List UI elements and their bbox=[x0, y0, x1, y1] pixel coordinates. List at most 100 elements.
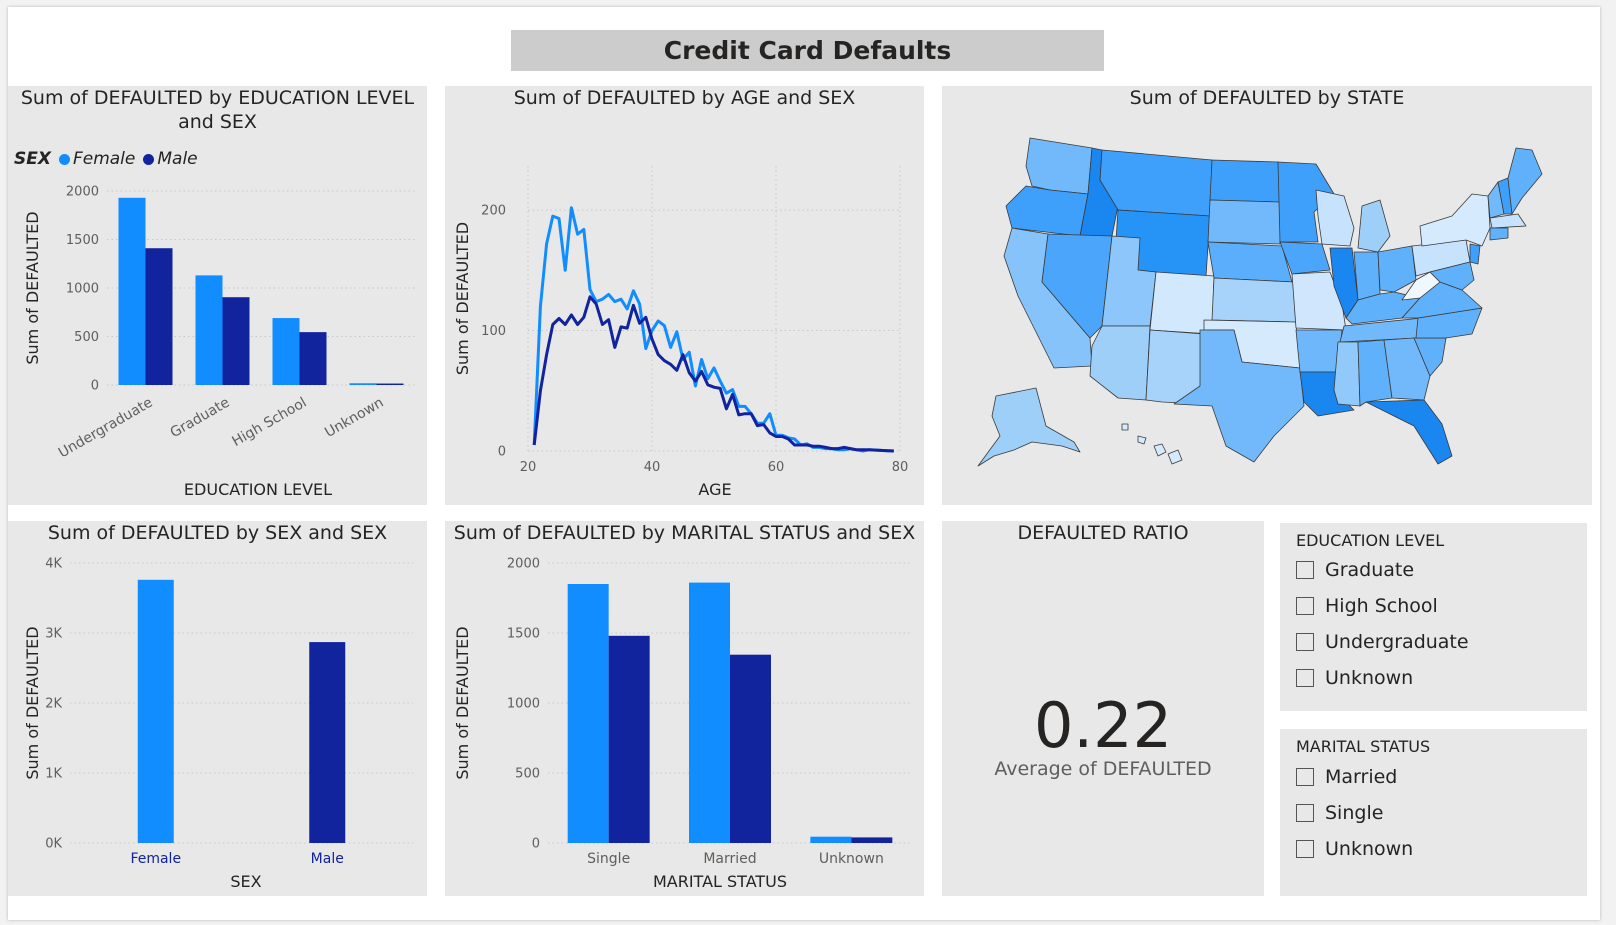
edu-bar-female[interactable] bbox=[195, 275, 223, 385]
edu-bar-male[interactable] bbox=[145, 248, 173, 385]
map-state-in bbox=[1353, 251, 1381, 301]
option-label: Graduate bbox=[1325, 559, 1415, 581]
option-label: Unknown bbox=[1325, 838, 1414, 860]
age-x-tick-label: 20 bbox=[520, 460, 537, 475]
us-states-map bbox=[977, 137, 1543, 467]
marital-bar-female[interactable] bbox=[567, 584, 609, 843]
legend-item-male[interactable]: Male bbox=[143, 149, 198, 169]
map-state-nj bbox=[1469, 243, 1481, 265]
marital-bar-male[interactable] bbox=[730, 654, 771, 843]
checkbox[interactable] bbox=[1296, 561, 1314, 579]
age-chart-panel[interactable]: Sum of DEFAULTED by AGE and SEX 0 100 200 2… bbox=[445, 86, 924, 505]
map-state-hi-3 bbox=[1153, 443, 1167, 457]
marital-y-tick-label: 1000 bbox=[507, 697, 540, 712]
edu-bar-female[interactable] bbox=[272, 318, 300, 385]
map-state-sd bbox=[1207, 199, 1281, 245]
marital-x-axis-title: MARITAL STATUS bbox=[653, 872, 787, 891]
map-state-az bbox=[1089, 325, 1151, 401]
map-state-hi bbox=[1121, 423, 1129, 431]
kpi-card[interactable]: DEFAULTED RATIO 0.22 Average of DEFAULTE… bbox=[942, 521, 1264, 896]
map-state-md bbox=[1429, 261, 1475, 291]
age-x-axis-title: AGE bbox=[698, 480, 731, 499]
map-state-al bbox=[1357, 339, 1393, 407]
education-option-graduate[interactable]: Graduate bbox=[1296, 559, 1414, 581]
age-line-chart: 0 100 200 20 40 60 80 Sum of DEFAULTED AGE bbox=[453, 166, 908, 499]
age-x-tick-label: 40 bbox=[644, 460, 661, 475]
kpi-value: 0.22 bbox=[1033, 689, 1173, 762]
sex-x-tick-label: Female bbox=[130, 851, 181, 867]
kpi-label: Average of DEFAULTED bbox=[994, 758, 1212, 780]
checkbox[interactable] bbox=[1296, 669, 1314, 687]
legend-item-female[interactable]: Female bbox=[58, 149, 135, 169]
checkbox[interactable] bbox=[1296, 633, 1314, 651]
marital-bar-chart: 0 500 1000 1500 2000 Sum of DEFAULTED Single Ma… bbox=[453, 557, 912, 891]
map-state-ct bbox=[1489, 227, 1509, 241]
legend-dot-female bbox=[58, 153, 70, 165]
education-option-high-school[interactable]: High School bbox=[1296, 595, 1438, 617]
marital-bar-female[interactable] bbox=[689, 582, 730, 843]
marital-bar-male[interactable] bbox=[851, 837, 893, 843]
map-state-wi bbox=[1315, 189, 1355, 247]
map-state-ma bbox=[1489, 213, 1527, 229]
age-line-female[interactable] bbox=[532, 206, 894, 453]
state-map-title: Sum of DEFAULTED by STATE bbox=[1129, 87, 1405, 109]
edu-bar-male[interactable] bbox=[222, 297, 250, 385]
marital-bar-female[interactable] bbox=[810, 836, 852, 843]
education-option-unknown[interactable]: Unknown bbox=[1296, 667, 1413, 689]
edu-y-tick-label: 0 bbox=[91, 379, 99, 394]
map-state-ny bbox=[1419, 193, 1491, 247]
checkbox[interactable] bbox=[1296, 840, 1314, 858]
map-state-or bbox=[1005, 185, 1089, 237]
age-y-tick-label: 100 bbox=[481, 324, 506, 339]
marital-x-tick-label: Single bbox=[587, 851, 630, 867]
marital-option-unknown[interactable]: Unknown bbox=[1296, 838, 1413, 860]
education-slicer[interactable]: EDUCATION LEVEL Graduate High School Und… bbox=[1280, 523, 1587, 711]
marital-slicer[interactable]: MARITAL STATUS Married Single Unknown bbox=[1280, 729, 1587, 896]
age-y-tick-label: 200 bbox=[481, 204, 506, 219]
sex-bar-male[interactable] bbox=[309, 642, 346, 843]
checkbox[interactable] bbox=[1296, 597, 1314, 615]
sex-chart-panel[interactable]: Sum of DEFAULTED by SEX and SEX 0K 1K 2K 3K… bbox=[8, 521, 427, 896]
marital-bar-male[interactable] bbox=[608, 635, 650, 843]
edu-y-tick-label: 2000 bbox=[66, 185, 99, 200]
sex-bar-female[interactable] bbox=[137, 579, 174, 843]
map-state-hi-4 bbox=[1167, 449, 1183, 465]
option-label: Married bbox=[1325, 766, 1398, 788]
map-state-nd bbox=[1209, 159, 1281, 203]
edu-bar-female[interactable] bbox=[118, 197, 146, 385]
map-state-mt bbox=[1099, 149, 1213, 217]
marital-option-married[interactable]: Married bbox=[1296, 766, 1397, 788]
sex-chart-title: Sum of DEFAULTED by SEX and SEX bbox=[47, 522, 388, 544]
edu-y-axis-title: Sum of DEFAULTED bbox=[23, 211, 42, 364]
marital-y-axis-title: Sum of DEFAULTED bbox=[453, 626, 472, 779]
marital-option-single[interactable]: Single bbox=[1296, 802, 1383, 824]
map-state-me bbox=[1507, 147, 1543, 215]
age-y-tick-label: 0 bbox=[498, 445, 506, 460]
marital-chart-panel[interactable]: Sum of DEFAULTED by MARITAL STATUS and S… bbox=[445, 521, 924, 896]
checkbox[interactable] bbox=[1296, 804, 1314, 822]
education-chart-panel[interactable]: Sum of DEFAULTED by EDUCATION LEVEL and … bbox=[8, 86, 427, 505]
sex-y-tick-label: 3K bbox=[45, 627, 62, 642]
state-map-panel[interactable]: Sum of DEFAULTED by STATE bbox=[942, 86, 1592, 505]
edu-x-tick-label: Unknown bbox=[322, 395, 386, 441]
sex-y-tick-label: 4K bbox=[45, 557, 62, 572]
option-label: Unknown bbox=[1325, 667, 1414, 689]
age-chart-title: Sum of DEFAULTED by AGE and SEX bbox=[513, 87, 856, 109]
edu-bar-male[interactable] bbox=[376, 383, 404, 385]
edu-bar-female[interactable] bbox=[349, 383, 377, 385]
legend-title: SEX bbox=[14, 149, 51, 169]
edu-bar-male[interactable] bbox=[299, 332, 327, 385]
education-chart-title: Sum of DEFAULTED by EDUCATION LEVEL and … bbox=[20, 87, 415, 133]
marital-x-tick-label: Married bbox=[703, 851, 756, 867]
map-state-ms bbox=[1333, 341, 1361, 407]
kpi-title: DEFAULTED RATIO bbox=[1017, 522, 1189, 544]
marital-x-tick-label: Unknown bbox=[819, 851, 884, 867]
map-state-wa bbox=[1025, 137, 1093, 195]
age-line-male[interactable] bbox=[532, 295, 894, 453]
checkbox[interactable] bbox=[1296, 768, 1314, 786]
report-title-bar: Credit Card Defaults bbox=[511, 30, 1104, 71]
education-chart-legend: SEX Female Male bbox=[14, 149, 206, 169]
sex-x-axis-title: SEX bbox=[230, 872, 261, 891]
education-option-undergraduate[interactable]: Undergraduate bbox=[1296, 631, 1469, 653]
map-state-tx bbox=[1173, 329, 1305, 463]
